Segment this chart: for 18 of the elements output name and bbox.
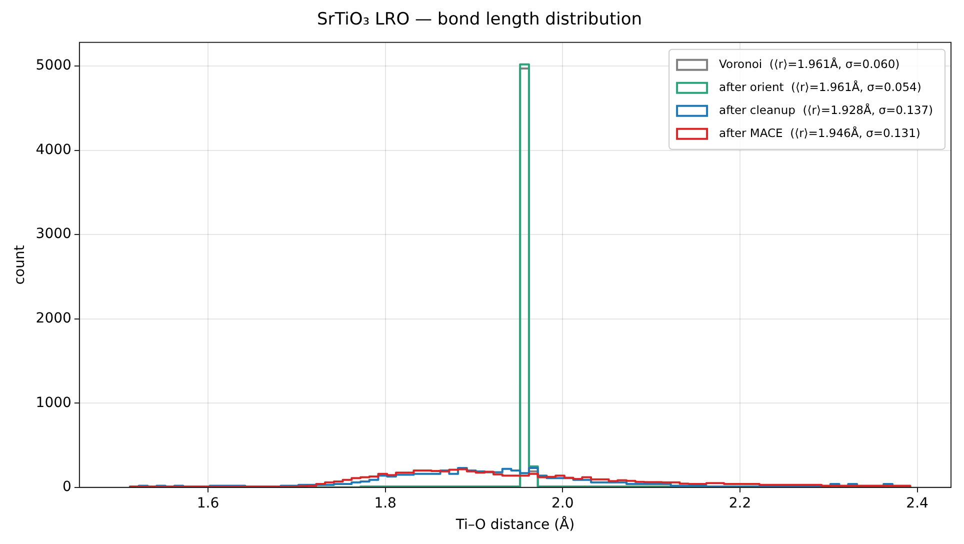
legend-label: Voronoi (⟨r⟩=1.961Å, σ=0.060) [719,56,900,71]
legend-label: after cleanup (⟨r⟩=1.928Å, σ=0.137) [719,102,934,117]
x-tick-label: 1.8 [374,495,396,512]
y-tick-label: 1000 [36,394,72,411]
x-tick-label: 1.6 [196,495,220,512]
x-tick-label: 2.4 [906,495,929,512]
x-axis-title: Ti–O distance (Å) [454,516,575,534]
y-tick-label: 3000 [36,226,72,242]
legend-label: after MACE (⟨r⟩=1.946Å, σ=0.131) [719,126,920,140]
y-axis-title: count [12,244,28,285]
x-tick-label: 2.2 [728,495,752,512]
y-tick-label: 5000 [36,58,72,74]
chart-title: SrTiO₃ LRO — bond length distribution [316,10,642,30]
legend-label: after orient (⟨r⟩=1.961Å, σ=0.054) [719,80,922,94]
y-tick-label: 0 [62,479,72,496]
y-tick-label: 2000 [36,310,72,326]
x-tick-label: 2.0 [552,495,574,512]
y-tick-label: 4000 [36,142,72,158]
